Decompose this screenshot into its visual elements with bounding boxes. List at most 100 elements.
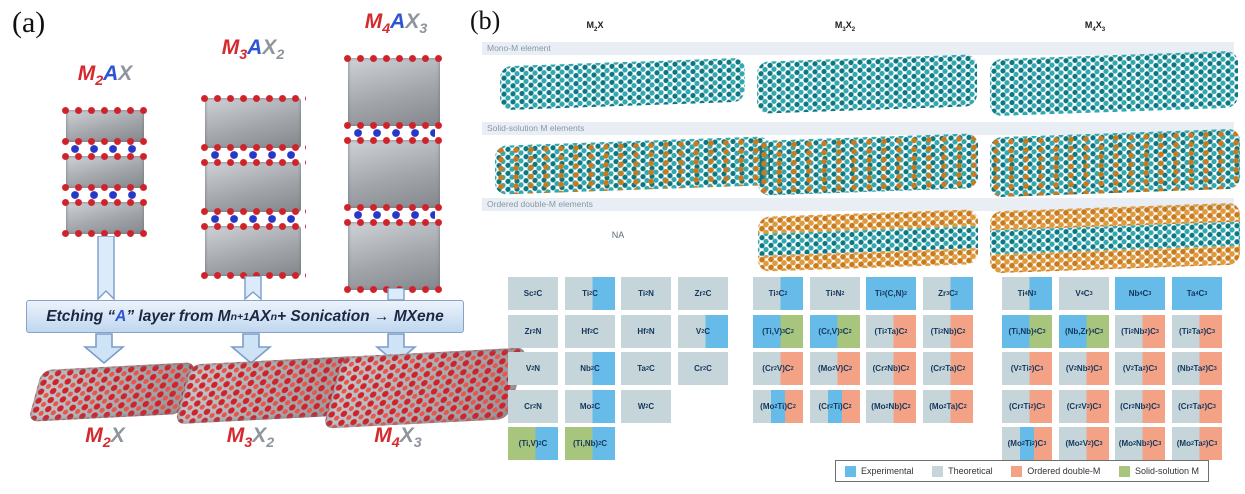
legend-label: Solid-solution M [1134, 466, 1199, 476]
mxene-cell: (Mo 2 Nb 2)C 3 [1115, 427, 1165, 460]
m2ax-structure [61, 106, 149, 238]
structure-solid-solution-m4x3 [990, 128, 1240, 198]
mxene-cell: (V 2 Nb 2)C 3 [1059, 352, 1109, 385]
structure-ordered-m4x3 [990, 202, 1240, 274]
structure-ordered-m3x2 [758, 209, 978, 272]
structure-mono-m3x2 [757, 54, 977, 114]
mxene-cell: Ti 3 N 2 [810, 277, 860, 310]
max-slab [343, 136, 445, 212]
mxene-cell: (Cr 2 Ta)C 2 [923, 352, 973, 385]
down-arrow-stem [244, 276, 262, 300]
mxene-cell: Ta 2 C [621, 352, 671, 385]
mxene-cell: (Cr 2 Ti 2)C 3 [1002, 390, 1052, 423]
mxene-cell: (Ti,V) 3 C 2 [753, 315, 803, 348]
mxene-cell: (Cr 2 Ta 2)C 3 [1172, 390, 1222, 423]
mxene-cell: (Nb 2 Ta 2)C 3 [1172, 352, 1222, 385]
label-m4ax3: M4AX3 [364, 10, 428, 38]
panel-a-tag: (a) [12, 6, 46, 39]
m3ax2-structure [200, 94, 306, 280]
column-header-m2x: M2X [586, 20, 604, 33]
mxene-cell: (Mo 2 Ta 2)C 3 [1172, 427, 1222, 460]
row-band-ordered-double-m: Ordered double-M elements [482, 198, 1234, 211]
mxene-cell: (Ti 2 Nb 2)C 3 [1115, 315, 1165, 348]
mxene-cell: (Ti,Nb) 2 C [565, 427, 615, 460]
max-slab [200, 222, 306, 280]
mxene-cell: Hf 2 C [565, 315, 615, 348]
max-slab [61, 152, 149, 192]
row-band-solid-solution: Solid-solution M elements [482, 122, 1234, 135]
label-m4x3: M4X3 [374, 424, 422, 452]
mxene-cell: Ti 2 N [621, 277, 671, 310]
panel-a: (a) M2AX M3AX2 M4AX3 [0, 0, 528, 494]
mxene-cell: Zr 2 N [508, 315, 558, 348]
column-header-m3x2: M3X2 [834, 20, 856, 33]
max-slab [343, 54, 445, 130]
mxene-cell: (Mo 2 Ta)C 2 [923, 390, 973, 423]
m4ax3-structure [343, 54, 445, 294]
mxene-cell: (V 2 Ta 2)C 3 [1115, 352, 1165, 385]
mxene-cell: Ti 4 N 3 [1002, 277, 1052, 310]
experimental-swatch [845, 465, 856, 477]
mxene-cell: (Mo 2 V 2)C 3 [1059, 427, 1109, 460]
mxene-cell: (Cr 2 Nb)C 2 [866, 352, 916, 385]
mxene-cell: (Cr 2 V 2)C 3 [1059, 390, 1109, 423]
panel-b-tag: (b) [470, 6, 501, 35]
mxene-cell: (Cr,V) 3 C 2 [810, 315, 860, 348]
ordered-double-m-swatch [1011, 465, 1023, 477]
label-m2ax: M2AX [77, 62, 133, 90]
mxene-cell: Hf 2 N [621, 315, 671, 348]
max-slab [61, 106, 149, 146]
mxene-cell: (Mo 2 Ti)C 2 [753, 390, 803, 423]
label-m3ax2: M3AX2 [221, 36, 285, 64]
max-slab [343, 218, 445, 294]
legend-item-ordered-double-m: Ordered double-M [1011, 465, 1101, 477]
mxene-cell: (Ti 2 Nb)C 2 [923, 315, 973, 348]
mxene-cell: Ta 4 C 3 [1172, 277, 1222, 310]
mxene-cell: Zr 3 C 2 [923, 277, 973, 310]
label-m3x2: M3X2 [226, 424, 275, 452]
column-header-m4x3: M4X3 [1084, 20, 1106, 33]
legend-label: Ordered double-M [1027, 466, 1101, 476]
na-label: NA [611, 230, 625, 240]
structure-mono-m2x [500, 57, 745, 111]
mxene-cell: (Ti,V) 2 C [508, 427, 558, 460]
down-arrow [83, 333, 125, 365]
max-slab [61, 198, 149, 238]
max-slab [200, 94, 306, 152]
down-arrow-stem [97, 236, 115, 300]
mxene-cell: Ti 3 C 2 [753, 277, 803, 310]
mxene-cell: Nb 2 C [565, 352, 615, 385]
legend: Experimental Theoretical Ordered double-… [835, 460, 1209, 482]
mxene-cell: Cr 2 N [508, 390, 558, 423]
theoretical-swatch [932, 465, 944, 477]
panel-b: (b) M2X M3X2 M4X3 Mono-M element Solid-s… [470, 0, 1245, 494]
structure-solid-solution-m3x2 [758, 133, 978, 196]
solid-solution-m-swatch [1118, 465, 1130, 477]
legend-item-experimental: Experimental [845, 465, 914, 477]
m2x-flake [27, 362, 197, 422]
down-arrow [230, 333, 272, 365]
legend-item-solid-solution-m: Solid-solution M [1118, 465, 1199, 477]
mxene-cell: (Mo 2 Ti 2)C 3 [1002, 427, 1052, 460]
mxene-cell: (Ti 2 Ta)C 2 [866, 315, 916, 348]
mxene-cell: (Cr 2 Nb 2)C 3 [1115, 390, 1165, 423]
legend-label: Experimental [861, 466, 914, 476]
mxene-cell: (Ti,Nb) 4 C 3 [1002, 315, 1052, 348]
mxene-cell: Ti 3 (C,N) 2 [866, 277, 916, 310]
mxene-cell: (V 2 Ti 2)C 3 [1002, 352, 1052, 385]
mxene-cell: (Mo 2 V)C 2 [810, 352, 860, 385]
row-band-mono-m: Mono-M element [482, 42, 1234, 55]
legend-label: Theoretical [948, 466, 993, 476]
label-m2x: M2X [85, 424, 125, 452]
mxene-cell: (Cr 2 Ti)C 2 [810, 390, 860, 423]
mxene-cell: Zr 2 C [678, 277, 728, 310]
mxene-cell: (Mo 2 Nb)C 2 [866, 390, 916, 423]
mxene-cell: Ti 2 C [565, 277, 615, 310]
mxene-cell: Nb 4 C 3 [1115, 277, 1165, 310]
